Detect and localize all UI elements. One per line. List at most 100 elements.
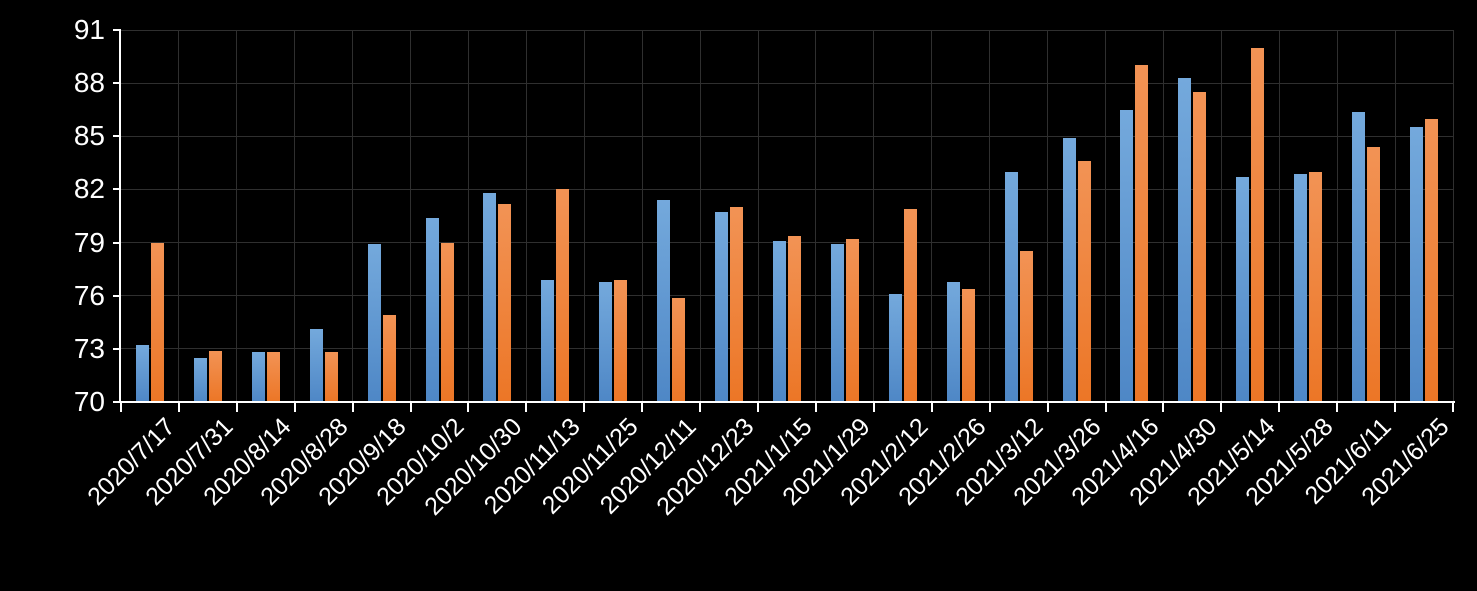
bar-blue: [309, 329, 323, 402]
x-axis-tick: [814, 402, 817, 412]
gridline-horizontal: [121, 135, 1453, 137]
bar-blue: [888, 293, 902, 402]
bar-orange: [382, 315, 396, 402]
gridline-vertical: [236, 30, 238, 402]
x-axis-tick: [351, 402, 354, 412]
y-axis-tick: [113, 241, 121, 244]
x-axis-tick: [1104, 402, 1107, 412]
bar-blue: [1236, 177, 1250, 402]
x-axis-tick: [1046, 402, 1049, 412]
y-axis-tick-label: 79: [73, 226, 105, 258]
gridline-vertical: [873, 30, 875, 402]
bar-orange: [266, 352, 280, 402]
bar-blue: [1120, 109, 1134, 402]
x-axis-tick: [583, 402, 586, 412]
bar-blue: [193, 357, 207, 402]
gridline-vertical: [1105, 30, 1107, 402]
bar-orange: [903, 208, 917, 402]
gridline-vertical: [815, 30, 817, 402]
bar-blue: [251, 352, 265, 402]
gridline-horizontal: [121, 188, 1453, 190]
y-axis-tick-label: 85: [73, 120, 105, 152]
gridline-vertical: [1162, 30, 1164, 402]
bar-blue: [715, 212, 729, 402]
y-axis-tick: [113, 401, 121, 403]
bar-orange: [730, 207, 744, 402]
gridline-vertical: [757, 30, 759, 402]
gridline-vertical: [1047, 30, 1049, 402]
gridline-horizontal: [121, 29, 1453, 31]
bar-orange: [1425, 118, 1439, 402]
y-axis-tick: [113, 135, 121, 138]
x-axis-tick: [988, 402, 991, 412]
x-axis-tick: [467, 402, 470, 412]
bar-blue: [1410, 127, 1424, 402]
bar-blue: [425, 217, 439, 402]
y-axis-tick-label: 70: [73, 386, 105, 417]
bar-blue: [1062, 138, 1076, 402]
bar-blue: [1004, 171, 1018, 402]
gridline-vertical: [1336, 30, 1338, 402]
x-axis-tick: [177, 402, 180, 412]
bar-blue: [1178, 77, 1192, 402]
gridline-vertical: [989, 30, 991, 402]
gridline-vertical: [699, 30, 701, 402]
x-axis-tick: [872, 402, 875, 412]
x-axis-tick: [930, 402, 933, 412]
x-axis-tick: [293, 402, 296, 412]
y-axis-tick: [113, 294, 121, 297]
y-axis-tick-label: 88: [73, 67, 105, 99]
bar-blue: [367, 244, 381, 402]
bar-blue: [1294, 173, 1308, 402]
bar-orange: [150, 242, 164, 402]
x-axis-tick: [409, 402, 412, 412]
y-axis-tick: [113, 29, 121, 31]
bar-blue: [946, 281, 960, 402]
bar-orange: [1019, 251, 1033, 402]
gridline-horizontal: [121, 295, 1453, 297]
gridline-vertical: [178, 30, 180, 402]
bar-orange: [324, 352, 338, 402]
bar-blue: [1352, 111, 1366, 402]
bar-blue: [541, 279, 555, 402]
x-axis-tick: [1336, 402, 1339, 412]
bar-orange: [440, 242, 454, 402]
bar-orange: [1309, 171, 1323, 402]
gridline-vertical: [1452, 30, 1454, 402]
x-axis-tick: [641, 402, 644, 412]
bar-orange: [672, 297, 686, 402]
y-axis-tick: [113, 347, 121, 350]
x-axis-tick: [1220, 402, 1223, 412]
gridline-vertical: [931, 30, 933, 402]
gridline-horizontal: [121, 242, 1453, 244]
bar-orange: [208, 350, 222, 402]
y-axis-tick-label: 82: [73, 173, 105, 205]
bar-blue: [483, 192, 497, 402]
x-axis-tick: [757, 402, 760, 412]
bar-blue: [135, 345, 149, 402]
x-axis-tick: [1452, 402, 1454, 412]
bar-orange: [1135, 65, 1149, 402]
x-axis-tick: [120, 402, 122, 412]
y-axis-tick-label: 73: [73, 332, 105, 364]
bar-blue: [657, 200, 671, 402]
bar-orange: [556, 189, 570, 402]
gridline-vertical: [467, 30, 469, 402]
bar-orange: [1367, 146, 1381, 402]
bar-blue: [773, 240, 786, 402]
gridline-horizontal: [121, 348, 1453, 350]
y-axis-tick-label: 91: [73, 14, 105, 45]
x-axis-tick: [1394, 402, 1397, 412]
gridline-vertical: [410, 30, 412, 402]
gridline-vertical: [352, 30, 354, 402]
x-axis-line: [119, 401, 1455, 403]
gridline-vertical: [1394, 30, 1396, 402]
x-axis-tick: [1162, 402, 1165, 412]
y-axis-tick: [113, 82, 121, 85]
y-axis-tick-label: 76: [73, 279, 105, 311]
gridline-vertical: [1220, 30, 1222, 402]
bar-orange: [498, 203, 512, 402]
bar-orange: [845, 239, 859, 402]
bar-orange: [1077, 161, 1091, 402]
